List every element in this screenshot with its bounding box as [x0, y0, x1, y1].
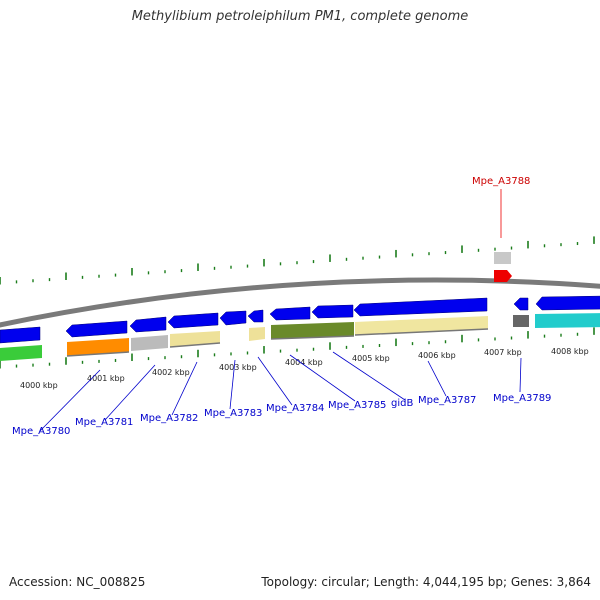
feature-orange[interactable] — [67, 338, 129, 356]
highlight-gene-small[interactable] — [494, 252, 511, 264]
feature-green[interactable] — [0, 345, 42, 361]
feature-khaki[interactable] — [249, 327, 265, 341]
label-leader-line — [289, 354, 356, 402]
gene-label[interactable]: gidB — [391, 398, 413, 409]
feature-cyan[interactable] — [535, 313, 600, 328]
scale-label: 4002 kbp — [152, 368, 190, 377]
map-title: Methylibium petroleiphilum PM1, complete… — [131, 9, 469, 24]
label-leader-line — [171, 361, 198, 416]
genome-summary: Topology: circular; Length: 4,044,195 bp… — [261, 575, 591, 589]
gene-label[interactable]: Mpe_A3787 — [418, 395, 476, 406]
tick-layer — [0, 236, 595, 369]
gene-label[interactable]: Mpe_A3788 — [472, 176, 530, 187]
feature-gray[interactable] — [131, 335, 168, 351]
gene-feature[interactable] — [353, 297, 488, 317]
gene-label-lines — [39, 189, 522, 432]
genome-backbone — [0, 277, 600, 328]
feature-shadow — [66, 328, 489, 357]
scale-labels: 4000 kbp 4001 kbp 4002 kbp 4003 kbp 4004 kbp… — [20, 347, 589, 390]
gene-feature[interactable] — [167, 312, 219, 329]
scale-label: 4000 kbp — [20, 381, 58, 390]
gene-label[interactable]: Mpe_A3789 — [493, 393, 551, 404]
gene-label[interactable]: Mpe_A3785 — [328, 400, 386, 411]
scale-label: 4006 kbp — [418, 351, 456, 360]
gene-label[interactable]: Mpe_A3781 — [75, 417, 133, 428]
scale-label: 4003 kbp — [219, 363, 257, 372]
gene-feature[interactable] — [65, 320, 128, 338]
gene-label[interactable]: Mpe_A3783 — [204, 408, 262, 419]
forward-strand-genes — [0, 295, 600, 344]
scale-label: 4008 kbp — [551, 347, 589, 356]
label-leader-line — [229, 359, 236, 410]
gene-feature[interactable] — [247, 309, 264, 323]
label-leader-line — [519, 357, 522, 393]
gene-labels: Mpe_A3780 Mpe_A3781 Mpe_A3782 Mpe_A3783 Mpe_… — [12, 176, 551, 437]
scale-label: 4005 kbp — [352, 354, 390, 363]
gene-feature[interactable] — [513, 297, 529, 311]
feature-lane — [0, 313, 600, 361]
gene-feature[interactable] — [129, 316, 167, 333]
gene-feature[interactable] — [0, 326, 41, 344]
feature-khaki[interactable] — [170, 331, 220, 347]
gene-feature[interactable] — [219, 310, 247, 326]
scale-label: 4004 kbp — [285, 358, 323, 367]
feature-olive[interactable] — [271, 322, 354, 339]
label-leader-line — [104, 364, 156, 421]
label-leader-line — [427, 360, 447, 397]
feature-darkgray[interactable] — [513, 315, 529, 327]
accession-text: Accession: NC_008825 — [9, 575, 146, 589]
gene-feature[interactable] — [269, 306, 311, 321]
label-leader-line — [332, 351, 406, 401]
gene-feature[interactable] — [535, 295, 600, 311]
label-leader-line — [257, 356, 293, 406]
gene-label[interactable]: Mpe_A3782 — [140, 413, 198, 424]
scale-label: 4007 kbp — [484, 348, 522, 357]
scale-label: 4001 kbp — [87, 374, 125, 383]
highlight-gene[interactable] — [494, 270, 512, 282]
gene-label[interactable]: Mpe_A3780 — [12, 426, 70, 437]
gene-label[interactable]: Mpe_A3784 — [266, 403, 324, 414]
gene-feature[interactable] — [311, 304, 354, 319]
label-leader-line — [39, 369, 101, 432]
